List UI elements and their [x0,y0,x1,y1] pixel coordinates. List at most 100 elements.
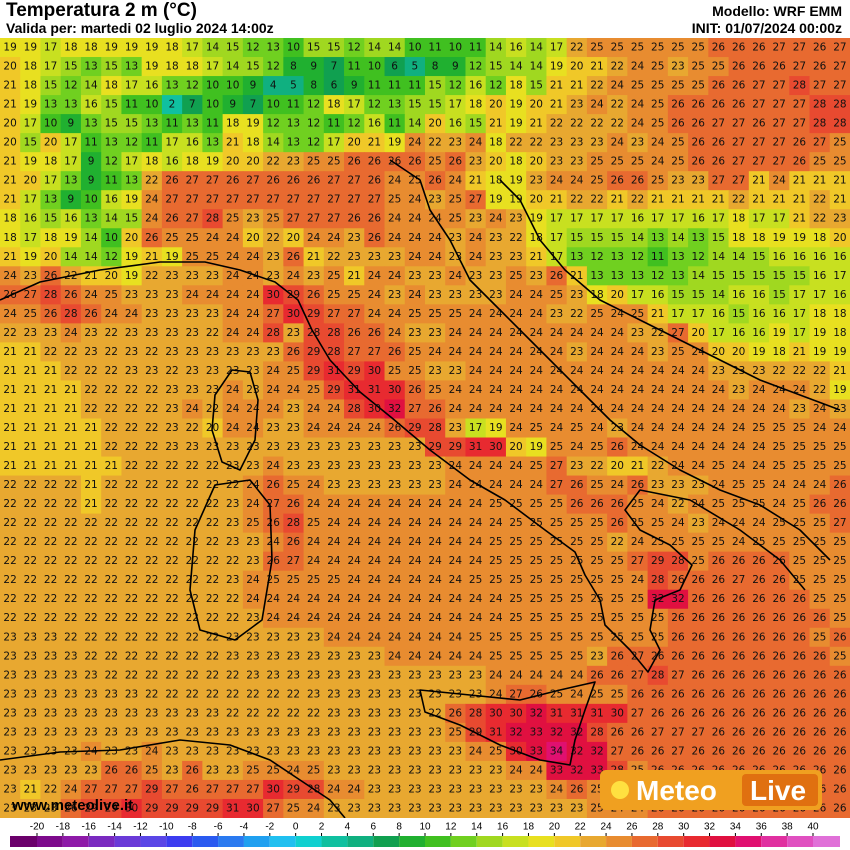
temperature-value: 25 [611,42,624,54]
temperature-value: 24 [287,384,301,396]
temperature-value: 18 [84,42,97,54]
temperature-value: 23 [186,365,199,377]
temperature-value: 26 [287,251,301,263]
temperature-value: 24 [752,441,766,453]
temperature-cell [728,95,750,115]
temperature-value: 18 [3,213,16,225]
temperature-cell [344,114,365,134]
temperature-value: 13 [165,80,178,92]
temperature-value: 24 [368,555,382,567]
temperature-value: 22 [105,574,118,586]
temperature-value: 24 [428,346,442,358]
temperature-value: 25 [550,650,563,662]
temperature-value: 26 [267,555,281,567]
temperature-value: 23 [267,650,280,662]
temperature-value: 24 [246,251,260,263]
temperature-value: 11 [145,137,158,149]
temperature-cell [40,76,62,96]
temperature-cell [667,76,689,96]
temperature-value: 28 [327,327,340,339]
temperature-cell [667,190,689,210]
temperature-value: 24 [206,289,220,301]
temperature-value: 27 [327,175,340,187]
temperature-value: 23 [428,764,441,776]
temperature-cell [121,190,143,210]
temperature-value: 24 [712,441,726,453]
temperature-cell [303,114,325,134]
temperature-value: 25 [590,536,603,548]
temperature-value: 27 [671,669,684,681]
temperature-value: 24 [327,783,341,795]
temperature-value: 24 [307,232,321,244]
temperature-cell [546,76,568,96]
temperature-value: 13 [671,270,684,282]
temperature-value: 22 [611,118,624,130]
temperature-value: 19 [509,118,522,130]
temperature-value: 27 [752,137,765,149]
temperature-value: 26 [145,232,159,244]
temperature-value: 24 [692,384,706,396]
temperature-value: 18 [165,42,178,54]
temperature-value: 22 [64,498,77,510]
temperature-cell [566,133,588,153]
temperature-cell [384,57,406,77]
temperature-value: 24 [388,232,402,244]
temperature-cell [607,171,628,191]
temperature-cell [728,171,750,191]
temperature-value: 25 [509,631,522,643]
temperature-cell [20,152,41,172]
temperature-value: 26 [267,479,281,491]
temperature-value: 26 [772,707,786,719]
temperature-value: 27 [752,80,765,92]
temperature-value: 22 [145,270,158,282]
temperature-cell [465,95,487,115]
temperature-value: 22 [44,479,57,491]
temperature-value: 27 [631,650,644,662]
temperature-value: 22 [267,156,280,168]
temperature-value: 26 [772,631,786,643]
temperature-cell [485,190,507,210]
temperature-value: 25 [428,156,441,168]
temperature-value: 28 [206,213,219,225]
colorbar-bin [166,836,193,847]
temperature-value: 23 [246,384,259,396]
temperature-value: 25 [530,593,543,605]
temperature-value: 24 [469,593,483,605]
temperature-cell [485,114,507,134]
temperature-cell [627,38,649,58]
temperature-value: 27 [752,99,765,111]
temperature-value: 21 [793,194,806,206]
temperature-value: 26 [732,612,746,624]
temperature-value: 13 [692,232,705,244]
temperature-value: 26 [712,80,726,92]
temperature-value: 22 [307,707,320,719]
temperature-value: 24 [388,308,402,320]
temperature-value: 23 [368,783,381,795]
temperature-cell [263,152,284,172]
temperature-value: 14 [84,251,98,263]
temperature-value: 15 [125,118,138,130]
temperature-value: 25 [509,270,522,282]
temperature-value: 19 [64,232,77,244]
temperature-value: 12 [347,118,360,130]
temperature-value: 16 [793,251,807,263]
temperature-value: 32 [550,726,563,738]
temperature-value: 23 [489,783,502,795]
temperature-value: 24 [226,289,240,301]
temperature-cell [627,133,649,153]
temperature-value: 25 [833,536,846,548]
temperature-value: 25 [105,289,118,301]
temperature-value: 21 [570,80,583,92]
temperature-value: 27 [368,346,381,358]
temperature-value: 24 [509,308,523,320]
temperature-value: 24 [307,612,321,624]
temperature-value: 23 [287,422,300,434]
temperature-value: 22 [186,688,199,700]
temperature-value: 22 [550,118,563,130]
temperature-cell [708,114,730,134]
temperature-cell [708,133,730,153]
temperature-value: 23 [165,308,178,320]
temperature-value: 25 [287,574,300,586]
temperature-value: 26 [671,688,685,700]
temperature-value: 12 [307,137,320,149]
